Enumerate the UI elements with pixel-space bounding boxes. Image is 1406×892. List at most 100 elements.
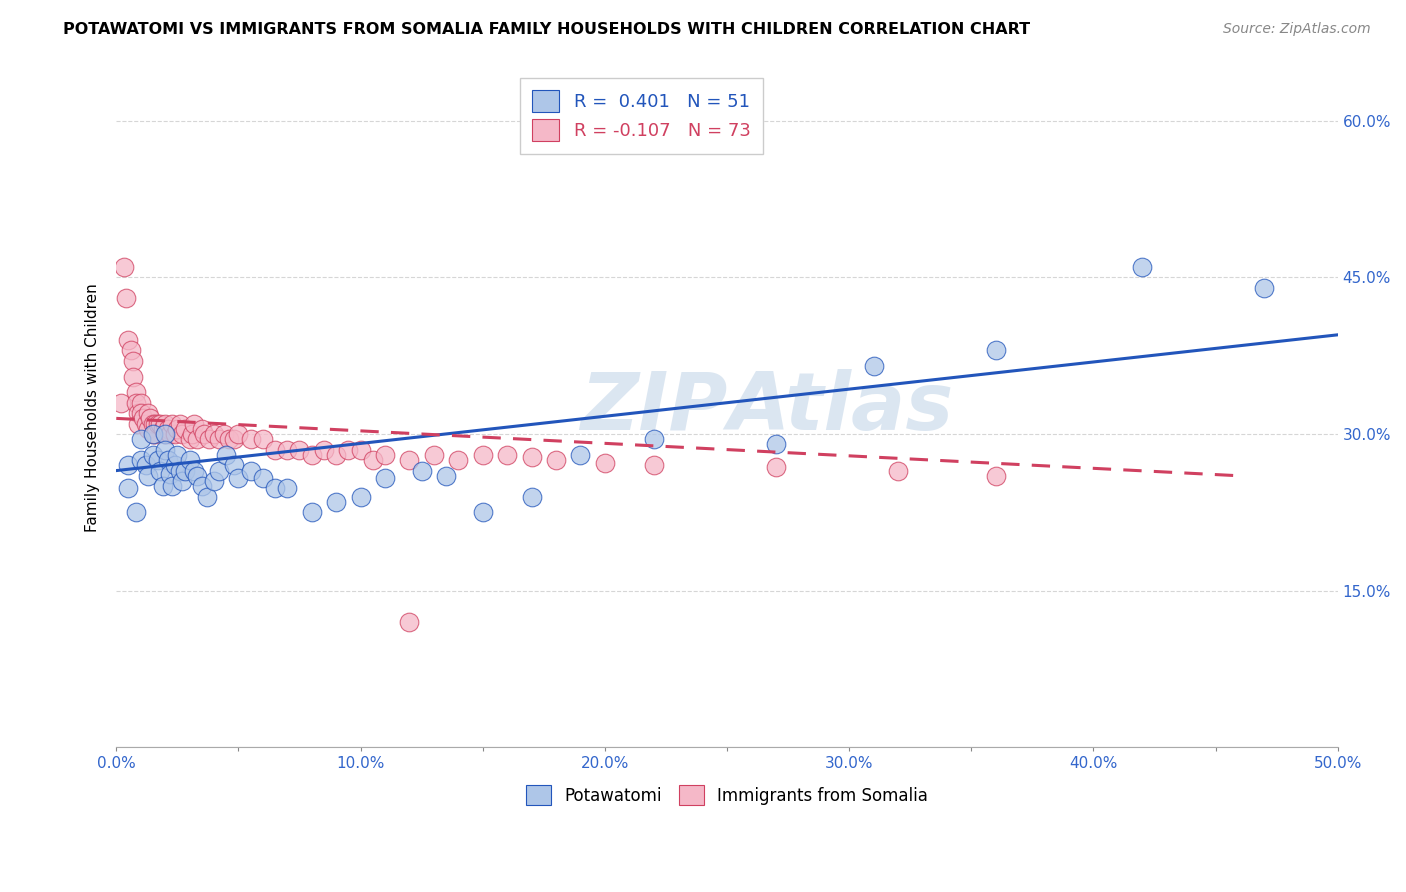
Point <box>129 406 152 420</box>
Point <box>862 359 884 373</box>
Point <box>202 474 225 488</box>
Point <box>222 458 245 473</box>
Point <box>179 453 201 467</box>
Point <box>520 450 543 464</box>
Point <box>765 437 787 451</box>
Point <box>569 448 592 462</box>
Point <box>122 369 145 384</box>
Point <box>169 417 191 431</box>
Point <box>183 417 205 431</box>
Point <box>159 427 181 442</box>
Point <box>252 432 274 446</box>
Point <box>125 395 148 409</box>
Point <box>264 442 287 457</box>
Point <box>117 458 139 473</box>
Point <box>132 411 155 425</box>
Point <box>1130 260 1153 274</box>
Point <box>349 442 371 457</box>
Point <box>349 490 371 504</box>
Point <box>143 417 166 431</box>
Point <box>228 427 250 442</box>
Point <box>153 417 176 431</box>
Point <box>129 453 152 467</box>
Point <box>301 505 323 519</box>
Point <box>172 427 194 442</box>
Point <box>136 468 159 483</box>
Point <box>398 615 420 629</box>
Point <box>172 474 194 488</box>
Point <box>142 427 165 442</box>
Point <box>142 417 165 431</box>
Point <box>136 406 159 420</box>
Point <box>142 448 165 462</box>
Point <box>593 456 616 470</box>
Point <box>173 464 195 478</box>
Point <box>228 471 250 485</box>
Point <box>195 490 218 504</box>
Point <box>222 432 245 446</box>
Point <box>1253 281 1275 295</box>
Point <box>239 432 262 446</box>
Point <box>136 422 159 436</box>
Point <box>471 505 494 519</box>
Point <box>212 427 235 442</box>
Point <box>173 422 195 436</box>
Point <box>276 481 298 495</box>
Point <box>181 427 204 442</box>
Point <box>166 448 188 462</box>
Text: Source: ZipAtlas.com: Source: ZipAtlas.com <box>1223 22 1371 37</box>
Point <box>146 453 169 467</box>
Point <box>115 291 138 305</box>
Point <box>887 464 910 478</box>
Point <box>166 422 188 436</box>
Point <box>120 343 142 358</box>
Point <box>169 464 191 478</box>
Point <box>125 505 148 519</box>
Point <box>135 417 157 431</box>
Point <box>143 427 166 442</box>
Point <box>162 417 184 431</box>
Point <box>434 468 457 483</box>
Point <box>520 490 543 504</box>
Point <box>202 427 225 442</box>
Point <box>374 471 396 485</box>
Point <box>135 458 157 473</box>
Point <box>276 442 298 457</box>
Point <box>153 427 176 442</box>
Point <box>183 464 205 478</box>
Point <box>163 458 186 473</box>
Point <box>361 453 384 467</box>
Point <box>117 481 139 495</box>
Point <box>471 448 494 462</box>
Text: Atlas: Atlas <box>727 369 953 447</box>
Point <box>765 460 787 475</box>
Legend: Potawatomi, Immigrants from Somalia: Potawatomi, Immigrants from Somalia <box>517 777 936 814</box>
Point <box>149 417 172 431</box>
Point <box>374 448 396 462</box>
Point <box>156 453 179 467</box>
Point <box>127 406 149 420</box>
Point <box>264 481 287 495</box>
Point <box>186 468 208 483</box>
Point <box>152 422 174 436</box>
Point <box>984 343 1007 358</box>
Point <box>127 417 149 431</box>
Point <box>156 422 179 436</box>
Point <box>239 464 262 478</box>
Point <box>337 442 360 457</box>
Point <box>496 448 519 462</box>
Point <box>191 422 214 436</box>
Point <box>544 453 567 467</box>
Point <box>643 432 665 446</box>
Point <box>139 411 162 425</box>
Point <box>159 467 181 481</box>
Point <box>186 432 208 446</box>
Point <box>149 464 172 478</box>
Point <box>215 448 238 462</box>
Text: ZIP: ZIP <box>579 369 727 447</box>
Point <box>447 453 470 467</box>
Point <box>398 453 420 467</box>
Point <box>142 427 165 442</box>
Point <box>163 427 186 442</box>
Point <box>984 468 1007 483</box>
